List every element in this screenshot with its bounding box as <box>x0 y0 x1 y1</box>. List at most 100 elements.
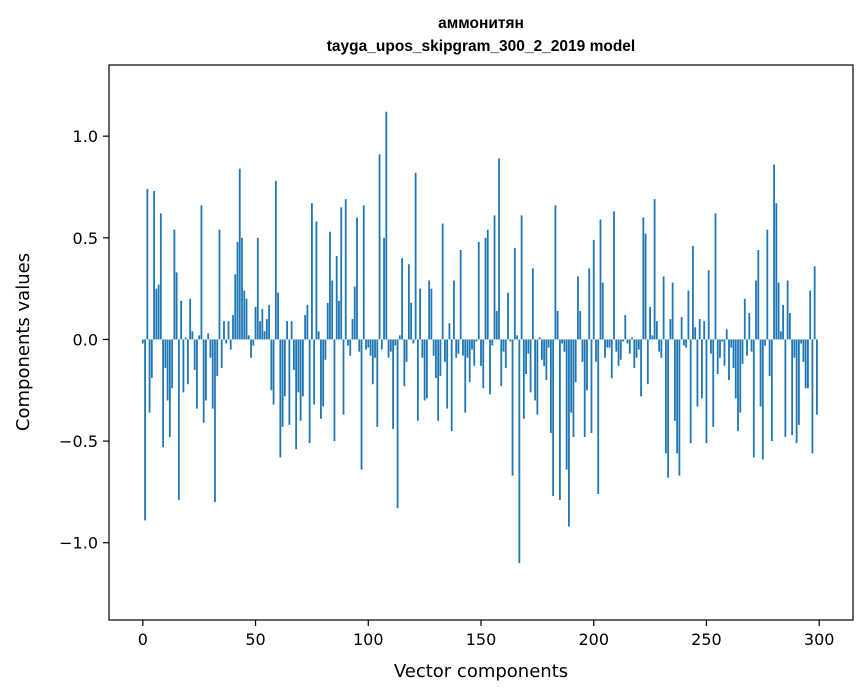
bar <box>238 168 241 340</box>
bar <box>466 339 469 358</box>
bar <box>694 327 697 340</box>
bar <box>392 339 394 429</box>
bar <box>196 339 198 409</box>
bar <box>162 339 165 448</box>
y-tick-label: 1.0 <box>73 127 98 146</box>
bar <box>583 339 586 438</box>
bar <box>613 211 615 340</box>
bar <box>755 280 757 340</box>
bar <box>773 164 775 340</box>
bar <box>764 339 766 346</box>
bar <box>157 284 160 340</box>
bar <box>347 339 349 346</box>
x-tick-label: 250 <box>691 630 722 649</box>
bar <box>757 250 760 340</box>
bar <box>333 339 336 442</box>
bar <box>297 339 300 393</box>
bar <box>263 331 266 340</box>
bar <box>317 331 320 340</box>
bar <box>322 339 325 407</box>
bar <box>401 258 403 340</box>
bar <box>493 215 496 340</box>
bar <box>144 339 146 521</box>
bar <box>223 321 225 340</box>
bar <box>486 229 489 340</box>
bar <box>232 315 234 340</box>
bar <box>342 339 345 415</box>
bar <box>326 302 329 340</box>
bar <box>288 339 291 425</box>
bar <box>220 339 223 368</box>
bar <box>254 306 257 340</box>
bar <box>737 339 739 431</box>
x-axis-ticks: 0 50 100 150 200 250 300 <box>138 620 834 649</box>
bar <box>734 339 737 399</box>
bar <box>696 339 699 407</box>
bar <box>191 331 194 340</box>
bar <box>701 339 703 399</box>
bar <box>421 339 424 358</box>
bar <box>306 304 309 340</box>
bar <box>261 308 264 340</box>
bar <box>410 302 413 340</box>
bar <box>779 331 782 340</box>
bar <box>376 339 379 427</box>
bar <box>462 339 464 356</box>
bar <box>308 339 311 444</box>
bar <box>507 292 509 340</box>
bar <box>525 339 527 375</box>
bar <box>259 321 261 340</box>
bar <box>655 321 658 340</box>
bar <box>626 339 629 344</box>
bar <box>527 339 530 354</box>
bar <box>387 339 390 358</box>
bar <box>412 339 415 344</box>
bar <box>367 339 370 348</box>
bar <box>311 203 313 340</box>
bar <box>568 339 570 527</box>
bar <box>788 313 791 340</box>
bar <box>728 339 730 381</box>
bar <box>791 339 794 435</box>
bar <box>761 339 764 460</box>
bar <box>141 339 144 344</box>
bar <box>795 339 798 444</box>
bar <box>750 339 753 352</box>
bar <box>556 310 559 340</box>
bar <box>356 217 358 340</box>
bar <box>804 339 807 389</box>
y-tick-label: 0.5 <box>73 229 98 248</box>
bar <box>633 339 636 368</box>
bar <box>473 339 476 366</box>
bar <box>811 339 814 454</box>
bar <box>292 339 295 370</box>
bar <box>423 339 426 401</box>
bar <box>673 339 676 421</box>
bar <box>365 339 367 350</box>
bar <box>441 223 444 340</box>
bar <box>200 205 203 340</box>
bar <box>198 335 201 340</box>
bar <box>329 231 331 340</box>
bar <box>168 339 171 438</box>
bar <box>698 319 701 340</box>
bar <box>813 266 816 340</box>
bar <box>723 339 726 366</box>
bar <box>649 306 651 340</box>
bar <box>504 339 507 368</box>
bar <box>766 229 769 340</box>
bar <box>299 339 302 421</box>
bar <box>797 339 800 425</box>
bar <box>746 339 748 356</box>
bar <box>313 339 316 405</box>
bar <box>491 339 494 346</box>
chart-subtitle: tayga_upos_skipgram_300_2_2019 model <box>327 38 635 55</box>
bar <box>628 339 631 354</box>
y-tick-label: 0.0 <box>73 330 98 349</box>
bar <box>669 319 672 340</box>
bar <box>383 237 385 340</box>
bar <box>536 339 539 415</box>
bar <box>516 335 518 340</box>
bar <box>331 280 334 340</box>
